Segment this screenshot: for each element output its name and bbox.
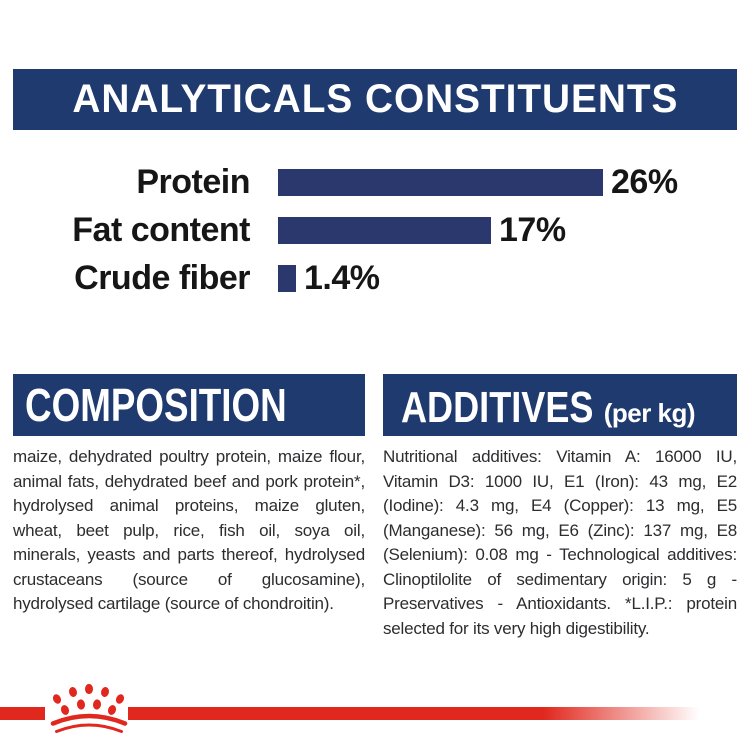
additives-title: ADDITIVES [401,383,594,432]
nutrient-bar [278,264,296,292]
additives-per-kg-label: (per kg) [603,398,696,428]
nutrient-label: Crude fiber [74,258,250,297]
chart-row-fat-content: Fat content 17% [0,206,750,254]
nutrient-bar-chart: Protein 26% Fat content 17% Crude fiber … [0,158,750,302]
nutrient-value: 26% [611,162,678,201]
nutrient-value: 1.4% [304,258,380,297]
divider-line-left [0,707,45,720]
nutrient-label: Protein [136,162,250,201]
nutrient-value: 17% [499,210,566,249]
analyticals-banner: ANALYTICALS CONSTITUENTS [13,69,737,130]
divider-line-right [128,707,705,720]
nutrient-label: Fat content [72,210,250,249]
analyticals-title: ANALYTICALS CONSTITUENTS [71,77,679,121]
nutrient-bar [278,216,491,244]
additives-section: ADDITIVES (per kg) Nutritional additives… [383,374,737,641]
composition-title: COMPOSITION [25,379,288,431]
chart-row-protein: Protein 26% [0,158,750,206]
nutrient-bar [278,168,603,196]
additives-header: ADDITIVES (per kg) [383,374,737,436]
royal-canin-crown-logo [50,683,128,733]
chart-row-crude-fiber: Crude fiber 1.4% [0,254,750,302]
composition-header: COMPOSITION [13,374,365,436]
composition-section: COMPOSITION maize, dehydrated poultry pr… [13,374,365,617]
composition-body: maize, dehydrated poultry protein, maize… [13,447,365,613]
additives-body: Nutritional additives: Vitamin A: 16000 … [383,447,737,638]
